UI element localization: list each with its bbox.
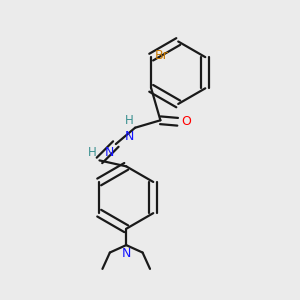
- Text: H: H: [88, 146, 97, 159]
- Text: N: N: [122, 247, 131, 260]
- Text: O: O: [181, 115, 191, 128]
- Text: N: N: [124, 130, 134, 143]
- Text: N: N: [105, 146, 114, 158]
- Text: H: H: [125, 114, 134, 127]
- Text: Br: Br: [155, 49, 169, 62]
